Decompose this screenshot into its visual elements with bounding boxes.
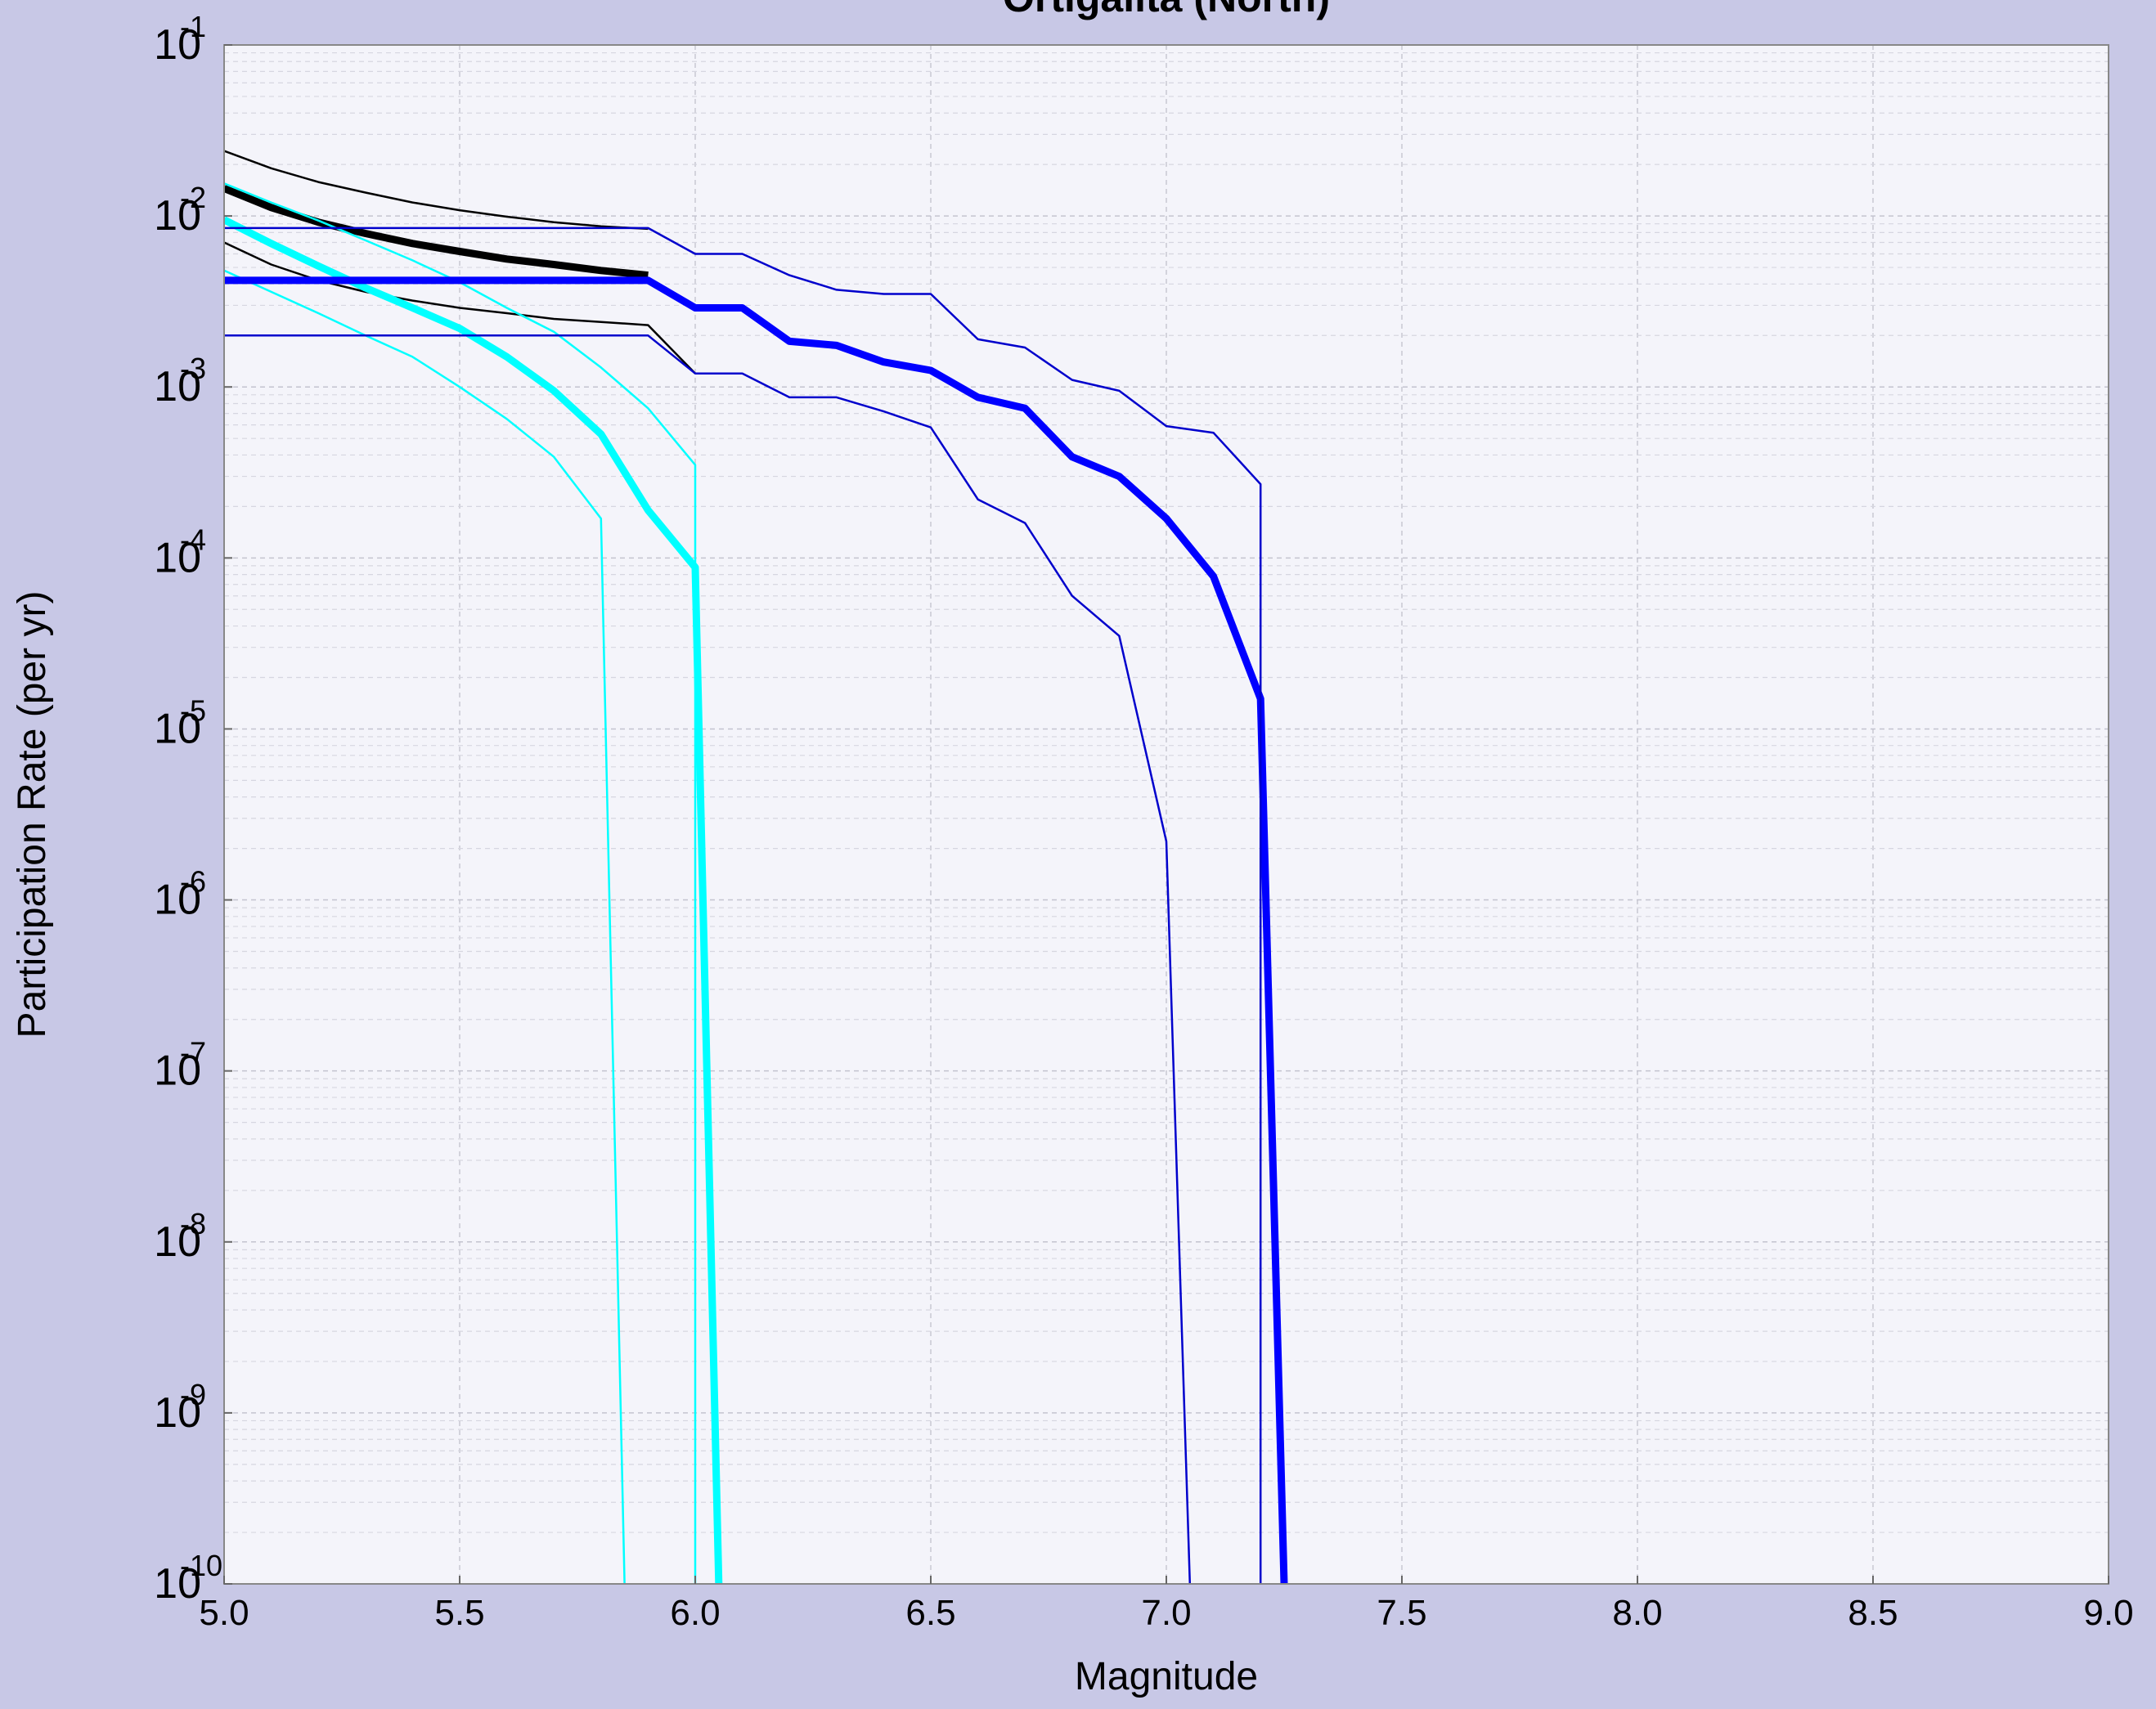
- y-tick-label-exponent: -10: [180, 1549, 222, 1582]
- series-line-9: [224, 334, 1192, 1584]
- x-tick-label: 5.0: [199, 1593, 249, 1633]
- series-line-8: [224, 227, 1262, 1584]
- y-tick-label-base: 10: [154, 1218, 201, 1266]
- series-line-1: [224, 185, 649, 280]
- y-tick-label-exponent: -3: [180, 352, 206, 385]
- y-axis-ticks: 10-110-210-310-410-510-610-710-810-910-1…: [154, 10, 232, 1608]
- series-line-2: [224, 150, 649, 231]
- y-tick-label-exponent: -6: [180, 865, 206, 899]
- y-axis-label: Participation Rate (per yr): [11, 591, 54, 1038]
- x-tick-label: 6.5: [905, 1593, 955, 1633]
- series-line-5: [224, 182, 697, 1584]
- y-tick-label-base: 10: [154, 1560, 201, 1608]
- x-tick-label: 8.0: [1612, 1593, 1662, 1633]
- y-tick-label-exponent: -4: [180, 523, 206, 556]
- y-tick-label-exponent: -2: [180, 181, 206, 214]
- x-tick-label: 5.5: [434, 1593, 484, 1633]
- series-group: [224, 150, 1288, 1584]
- series-line-4: [224, 216, 723, 1584]
- x-tick-label: 7.0: [1141, 1593, 1191, 1633]
- x-tick-label: 7.5: [1377, 1593, 1426, 1633]
- y-tick-label-base: 10: [154, 705, 201, 752]
- chart-title: Ortigalita (North): [1003, 0, 1330, 20]
- y-tick-label-base: 10: [154, 1389, 201, 1437]
- y-tick-label-base: 10: [154, 534, 201, 581]
- y-tick-label-base: 10: [154, 877, 201, 924]
- series-line-3: [224, 241, 696, 375]
- x-tick-label: 8.5: [1848, 1593, 1898, 1633]
- x-axis-ticks: 5.0 5.5 6.0 6.5 7.0 7.5 8.0 8.5 9.0: [199, 1576, 2134, 1633]
- y-tick-label-exponent: -9: [180, 1378, 206, 1411]
- x-axis-label: Magnitude: [1075, 1655, 1258, 1698]
- y-tick-label-base: 10: [154, 21, 201, 69]
- series-line-6: [224, 269, 626, 1584]
- y-tick-label-base: 10: [154, 1047, 201, 1095]
- series-line-7: [224, 276, 1288, 1584]
- x-tick-label: 9.0: [2083, 1593, 2133, 1633]
- y-tick-label-exponent: -1: [180, 10, 206, 43]
- y-tick-label-exponent: -7: [180, 1036, 206, 1070]
- x-tick-label: 6.0: [670, 1593, 720, 1633]
- y-tick-label-base: 10: [154, 192, 201, 240]
- y-tick-label-base: 10: [154, 363, 201, 410]
- y-tick-label-exponent: -5: [180, 693, 206, 727]
- y-tick-label-exponent: -8: [180, 1207, 206, 1240]
